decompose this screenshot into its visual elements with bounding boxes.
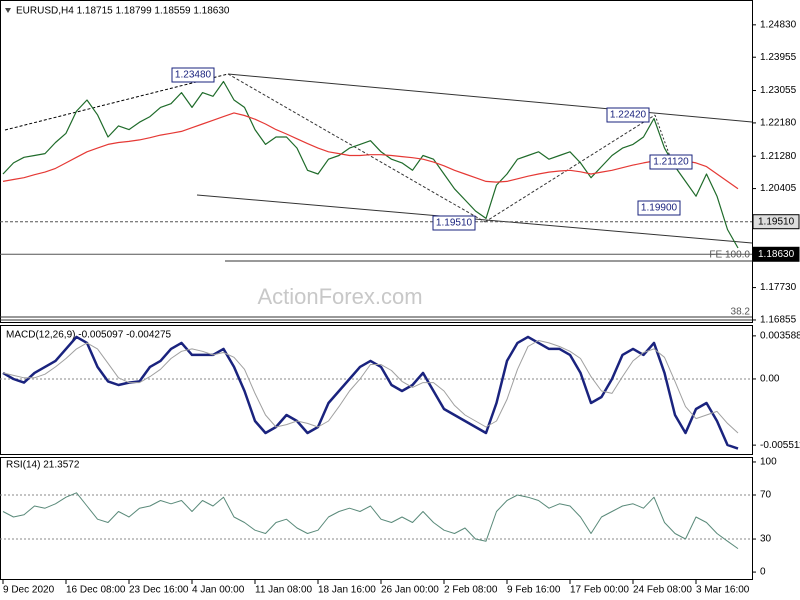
x-tick-label: 16 Dec 08:00	[66, 585, 126, 596]
x-tick-label: 26 Jan 00:00	[381, 585, 439, 596]
annotation-box	[171, 67, 215, 83]
x-tick-label: 3 Mar 16:00	[696, 585, 750, 596]
y-tick-label: 30	[760, 534, 772, 545]
y-tick-label: 1.16855	[760, 315, 797, 326]
annotation-box	[432, 215, 476, 231]
series-line	[2, 80, 739, 249]
y-tick-label: 1.23055	[760, 85, 797, 96]
x-tick-label: 17 Feb 00:00	[570, 585, 629, 596]
x-tick-label: 11 Jan 08:00	[255, 585, 313, 596]
fib-label: 38.2	[731, 307, 751, 318]
annotation: 1.19510	[436, 218, 473, 229]
fe-label: FE 100.0	[709, 250, 750, 261]
rsi-panel-frame	[0, 457, 753, 580]
annotation: 1.19900	[641, 203, 678, 214]
trend-line	[227, 73, 486, 223]
trend-line	[484, 114, 656, 223]
menu-arrow[interactable]	[5, 8, 11, 13]
y-tick-label: 1.21280	[760, 151, 797, 162]
y-tick-label: 100	[760, 457, 777, 468]
x-tick-label: 9 Feb 16:00	[507, 585, 561, 596]
annotation: 1.22420	[610, 110, 647, 121]
annotation-box	[637, 200, 681, 216]
series-line	[2, 335, 739, 450]
rsi-title: RSI(14) 21.3572	[6, 460, 80, 471]
price-marker-label: 1.19510	[758, 216, 795, 227]
price-marker-box	[752, 214, 800, 230]
x-tick-label: 9 Dec 2020	[3, 585, 55, 596]
annotation: 1.23480	[175, 70, 212, 81]
trend-lines	[0, 73, 753, 321]
macd-title: MACD(12,26,9) -0.005097 -0.004275	[6, 330, 172, 341]
macd-panel-frame	[0, 325, 753, 455]
watermark: ActionForex.com	[257, 284, 422, 309]
y-tick-label: 1.20405	[760, 183, 797, 194]
x-tick-label: 24 Feb 08:00	[633, 585, 692, 596]
y-tick-label: 1.24830	[760, 19, 797, 30]
x-tick-label: 4 Jan 00:00	[192, 585, 245, 596]
x-tick-label: 2 Feb 08:00	[444, 585, 498, 596]
y-tick-label: 1.22180	[760, 118, 797, 129]
trend-line	[4, 73, 229, 131]
series-line	[2, 340, 739, 434]
chart-header: EURUSD,H4 1.18715 1.18799 1.18559 1.1863…	[16, 6, 230, 17]
x-tick-label: 18 Jan 16:00	[318, 585, 376, 596]
y-tick-label: 0.003588	[760, 331, 800, 342]
trend-line	[227, 73, 753, 123]
annotation-box	[649, 154, 693, 170]
price-marker-label: 1.18630	[758, 249, 795, 260]
y-tick-label: 1.23955	[760, 52, 797, 63]
annotation-box	[606, 107, 650, 123]
y-tick-label: -0.005511	[760, 440, 800, 451]
annotation: 1.21120	[653, 157, 689, 168]
trend-line	[654, 114, 673, 163]
y-tick-label: 70	[760, 490, 772, 501]
x-tick-label: 23 Dec 16:00	[129, 585, 189, 596]
series-line	[2, 112, 739, 190]
series-line	[2, 492, 739, 550]
price-marker-box	[752, 246, 800, 262]
y-tick-label: 1.17730	[760, 282, 797, 293]
y-tick-label: 0.00	[760, 374, 780, 385]
price-panel-frame	[0, 0, 753, 323]
y-tick-label: 0	[760, 567, 766, 578]
